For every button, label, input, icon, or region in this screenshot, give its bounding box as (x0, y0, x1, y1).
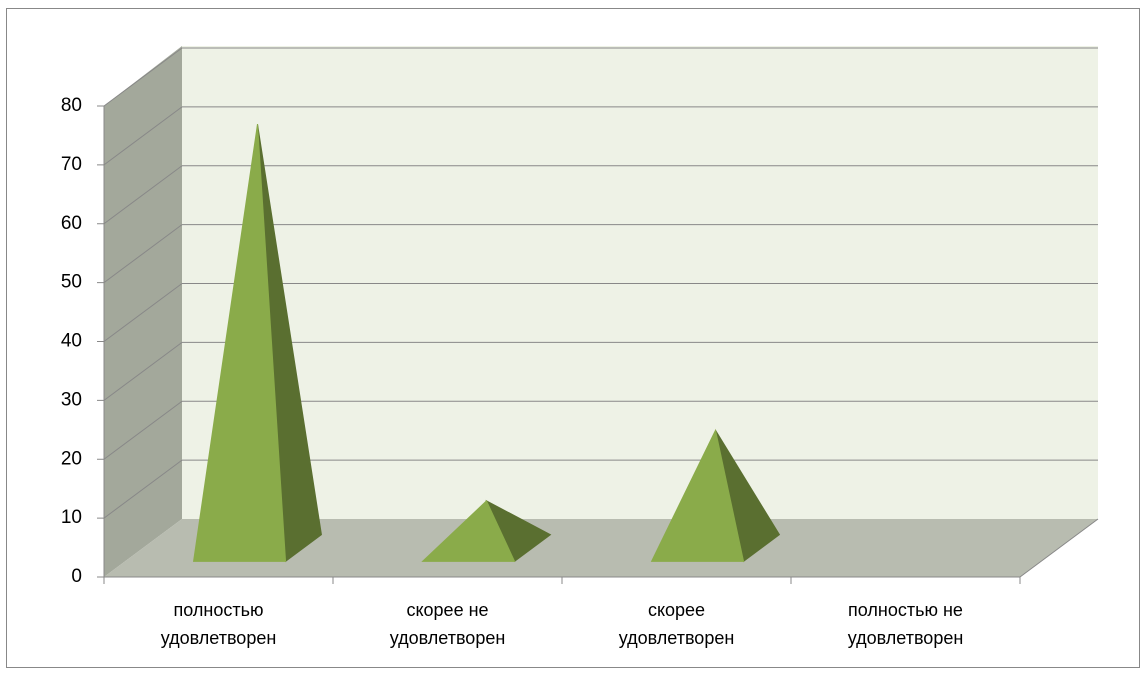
x-tick-label: скорее не удовлетворен (389, 600, 506, 648)
grid-line (103, 165, 183, 225)
floor-edge (1019, 518, 1099, 578)
grid-line (103, 224, 183, 284)
grid-line (103, 341, 183, 401)
y-tick-label: 20 (61, 448, 82, 469)
y-tick-label: 50 (61, 272, 82, 293)
pyramid-front (192, 124, 287, 562)
pyramid-front (650, 428, 745, 562)
y-tick-label: 80 (61, 95, 82, 116)
x-tick-label: полностью удовлетворен (160, 600, 277, 648)
grid-line (103, 106, 183, 166)
back-wall (182, 46, 1098, 519)
y-tick-label: 40 (61, 331, 82, 352)
grid-line (103, 283, 183, 342)
grid-line (103, 400, 183, 460)
grid-line (103, 47, 183, 107)
y-tick-label: 60 (61, 213, 82, 234)
x-tick-label: скорее удовлетворен (618, 600, 735, 648)
side-wall (104, 46, 182, 577)
pyramid-front (421, 500, 516, 562)
y-tick-label: 70 (61, 154, 82, 175)
y-tick-label: 10 (61, 507, 82, 528)
grid-line (103, 459, 183, 519)
floor (104, 519, 1098, 577)
y-tick-label: 0 (71, 566, 82, 587)
x-tick-label: полностью не удовлетворен (847, 600, 964, 648)
y-tick-label: 30 (61, 389, 82, 410)
